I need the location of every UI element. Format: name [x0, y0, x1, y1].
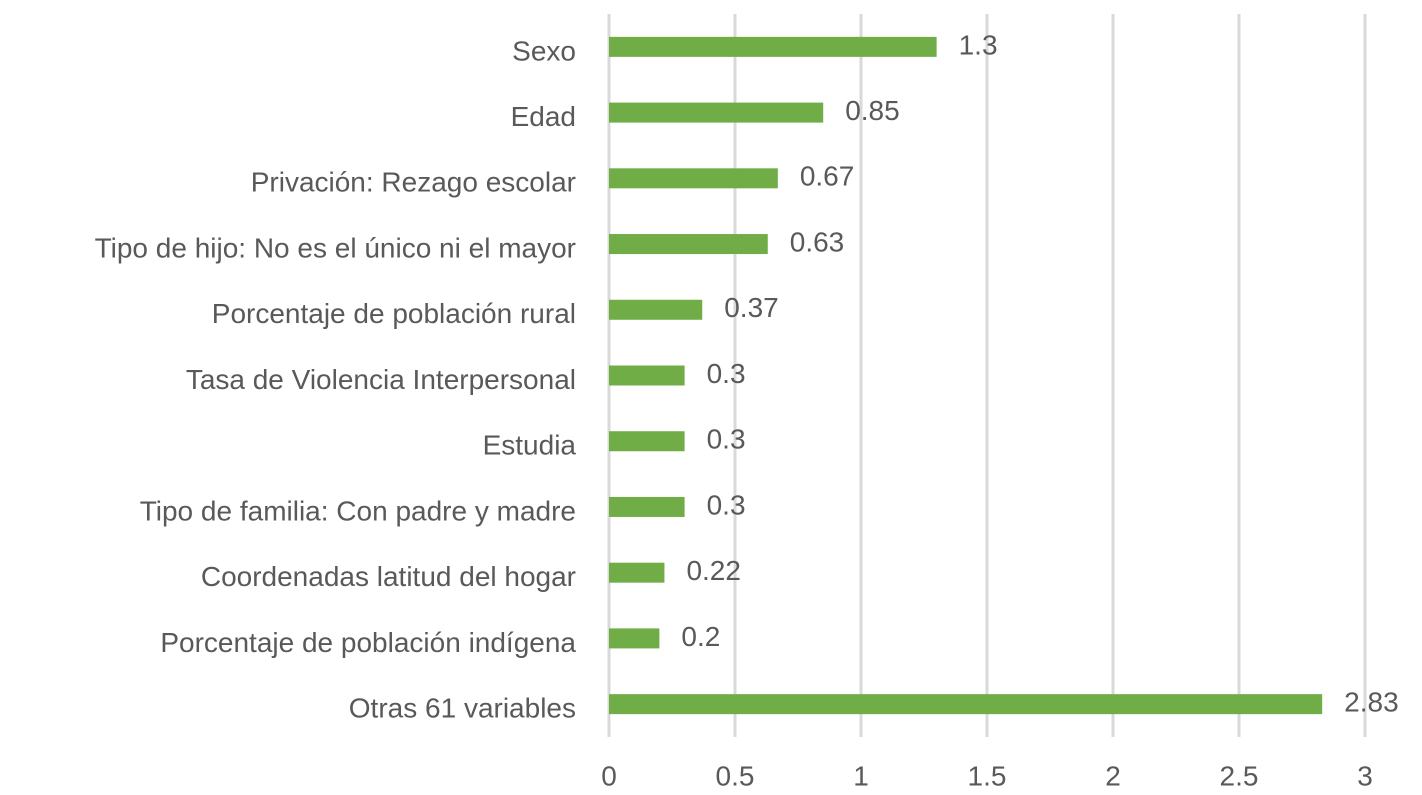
- x-tick-label: 3: [1357, 760, 1373, 791]
- data-label: 0.67: [800, 161, 855, 192]
- bar: [609, 36, 937, 57]
- data-label: 0.37: [724, 292, 779, 323]
- y-tick-label: Privación: Rezago escolar: [251, 167, 576, 198]
- y-tick-label: Estudia: [483, 430, 577, 461]
- y-tick-label: Porcentaje de población indígena: [160, 627, 576, 658]
- y-tick-label: Otras 61 variables: [349, 693, 576, 724]
- data-label: 0.2: [681, 621, 720, 652]
- data-label: 0.3: [707, 424, 746, 455]
- data-label: 2.83: [1344, 687, 1399, 718]
- x-tick-label: 0.5: [716, 760, 755, 791]
- y-tick-label: Porcentaje de población rural: [212, 298, 576, 329]
- bar: [609, 365, 685, 386]
- x-tick-label: 1.5: [968, 760, 1007, 791]
- x-tick-label: 0: [601, 760, 617, 791]
- y-tick-label: Sexo: [512, 35, 576, 66]
- bar: [609, 299, 703, 320]
- x-tick-label: 2.5: [1220, 760, 1259, 791]
- bar: [609, 168, 778, 189]
- bar: [609, 694, 1323, 715]
- x-tick-label: 1: [853, 760, 869, 791]
- data-label: 0.22: [686, 555, 741, 586]
- y-tick-label: Edad: [511, 101, 576, 132]
- bar: [609, 562, 665, 583]
- bar: [609, 496, 685, 517]
- y-tick-label: Tipo de hijo: No es el único ni el mayor: [95, 232, 576, 263]
- y-tick-label: Tasa de Violencia Interpersonal: [186, 364, 576, 395]
- bar: [609, 234, 768, 255]
- data-label: 0.3: [707, 358, 746, 389]
- y-tick-label: Coordenadas latitud del hogar: [201, 561, 576, 592]
- bar: [609, 431, 685, 452]
- data-label: 0.63: [790, 226, 845, 257]
- data-label: 0.85: [845, 95, 900, 126]
- data-label: 1.3: [959, 29, 998, 60]
- data-label: 0.3: [707, 489, 746, 520]
- y-tick-label: Tipo de familia: Con padre y madre: [140, 495, 576, 526]
- bar: [609, 102, 824, 123]
- bar: [609, 628, 660, 649]
- x-tick-label: 2: [1105, 760, 1121, 791]
